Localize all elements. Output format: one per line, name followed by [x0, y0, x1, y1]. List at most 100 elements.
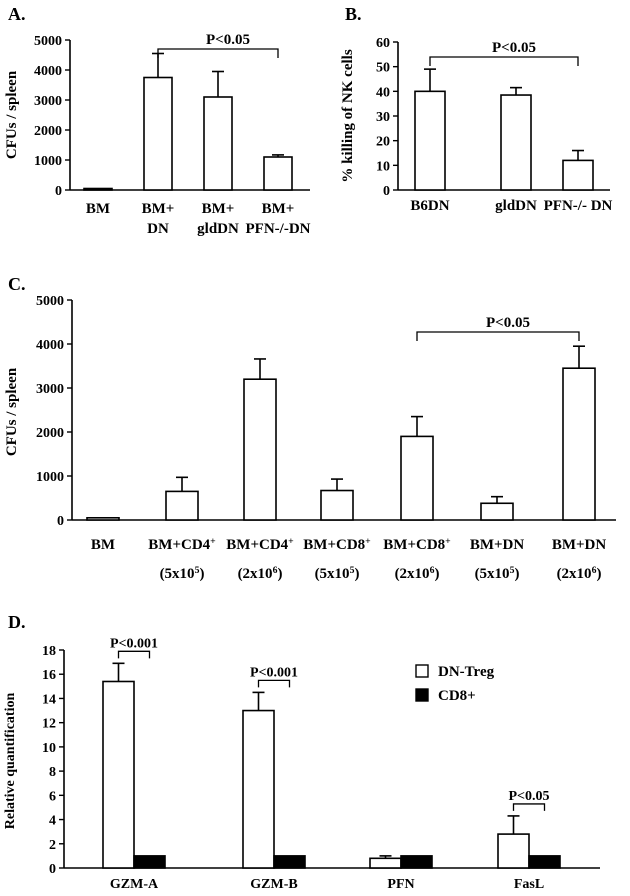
category-label: (5x105) [160, 565, 205, 583]
y-tick-label: 12 [42, 717, 56, 732]
category-label: BM+ [202, 201, 235, 217]
y-tick-label: 3000 [34, 94, 62, 109]
significance-bracket [257, 679, 291, 688]
legend-swatch [415, 688, 429, 702]
category-label: BM+CD4+ [148, 536, 216, 554]
y-tick-label: 18 [42, 644, 56, 659]
category-label: BM+DN [552, 537, 607, 553]
y-axis-label: % killing of NK cells [340, 49, 356, 183]
bar-dn-treg [242, 709, 275, 869]
category-label: BM+DN [470, 537, 525, 553]
panel-letter: C. [8, 274, 26, 294]
y-tick-label: 16 [42, 668, 56, 683]
bar-cd8 [528, 855, 561, 869]
bar [414, 90, 446, 191]
bar-cd8 [133, 855, 166, 869]
significance-label: P<0.05 [486, 315, 530, 331]
y-tick-label: 20 [376, 135, 390, 150]
y-tick-label: 10 [42, 741, 56, 756]
legend-swatch [415, 664, 429, 678]
bar [320, 489, 354, 521]
y-tick-label: 50 [376, 61, 390, 76]
category-label: (2x106) [238, 565, 283, 583]
category-label: PFN-/-DN [246, 221, 311, 237]
y-tick-label: 5000 [34, 34, 62, 49]
panel-letter: D. [8, 612, 26, 632]
bar [243, 378, 277, 521]
chart-panel-d: D. 0 2 4 6 8 10 12 14 16 18 Relative quantification… [3, 612, 600, 892]
chart-panel-b: B. 0 10 20 30 40 50 60 % killing of NK cells P<0.… [340, 4, 610, 199]
y-tick-label: 30 [376, 110, 390, 125]
chart-panel-a: A. 0 1000 2000 3000 4000 5000 CFUs / spleen P<0.… [4, 4, 310, 199]
category-label: (5x105) [475, 565, 520, 583]
y-tick-label: 0 [55, 184, 62, 199]
significance-bracket [117, 650, 151, 659]
bar-cd8 [273, 855, 306, 869]
y-tick-label: 0 [383, 184, 390, 199]
y-tick-label: 0 [49, 862, 56, 877]
bar [203, 96, 233, 191]
y-tick-label: 60 [376, 36, 390, 51]
category-label: (2x106) [395, 565, 440, 583]
category-label: BM+CD4+ [226, 536, 294, 554]
y-tick-label: 8 [49, 765, 56, 780]
category-label: (5x105) [315, 565, 360, 583]
significance-bracket [512, 803, 546, 811]
category-label: BM [86, 201, 110, 217]
y-tick-label: 1000 [34, 154, 62, 169]
panel-letter: A. [8, 4, 26, 24]
y-axis-label: CFUs / spleen [4, 70, 20, 159]
bar [480, 502, 514, 521]
legend-label: CD8+ [438, 688, 476, 704]
category-label: GZM-A [110, 877, 159, 892]
y-tick-label: 10 [376, 159, 390, 174]
category-label: BM [91, 537, 115, 553]
category-label: BM+CD8+ [383, 536, 451, 554]
bar [143, 76, 173, 191]
category-label: GZM-B [250, 877, 297, 892]
category-label: PFN-/- DN [544, 198, 613, 214]
y-tick-label: 0 [57, 514, 64, 529]
significance-label: P<0.001 [250, 665, 298, 680]
bar-dn-treg [102, 680, 135, 869]
significance-label: P<0.001 [110, 636, 158, 651]
y-tick-label: 2 [49, 838, 56, 853]
significance-bracket [416, 331, 580, 341]
bar [165, 490, 199, 521]
category-label: gldDN [495, 198, 537, 214]
significance-label: P<0.05 [508, 789, 549, 804]
bar [500, 94, 532, 191]
y-tick-label: 4000 [36, 338, 64, 353]
category-label: B6DN [410, 198, 449, 214]
y-tick-label: 1000 [36, 470, 64, 485]
bar [400, 435, 434, 521]
significance-bracket [157, 48, 279, 58]
category-label: gldDN [197, 221, 239, 237]
y-tick-label: 14 [42, 692, 56, 707]
y-tick-label: 6 [49, 789, 56, 804]
category-label: PFN [387, 877, 414, 892]
bar [562, 367, 596, 521]
bar-dn-treg [497, 833, 530, 869]
category-label: BM+ [142, 201, 175, 217]
y-tick-label: 4000 [34, 64, 62, 79]
bar-dn-treg [369, 857, 402, 869]
bar [263, 156, 293, 191]
y-tick-label: 5000 [36, 294, 64, 309]
category-label: BM+ [262, 201, 295, 217]
category-label: BM+CD8+ [303, 536, 371, 554]
significance-label: P<0.05 [492, 40, 536, 56]
y-tick-label: 2000 [36, 426, 64, 441]
y-axis-label: CFUs / spleen [4, 367, 20, 456]
panel-letter: B. [345, 4, 362, 24]
y-axis-label: Relative quantification [3, 693, 18, 830]
y-tick-label: 2000 [34, 124, 62, 139]
category-label: FasL [514, 877, 544, 892]
category-label: (2x106) [557, 565, 602, 583]
legend-label: DN-Treg [438, 664, 495, 680]
y-tick-label: 4 [49, 814, 56, 829]
y-tick-label: 3000 [36, 382, 64, 397]
chart-panel-c: C. 0 1000 2000 3000 4000 5000 CFUs / spleen P<0.… [4, 274, 616, 529]
bar-cd8 [400, 855, 433, 869]
